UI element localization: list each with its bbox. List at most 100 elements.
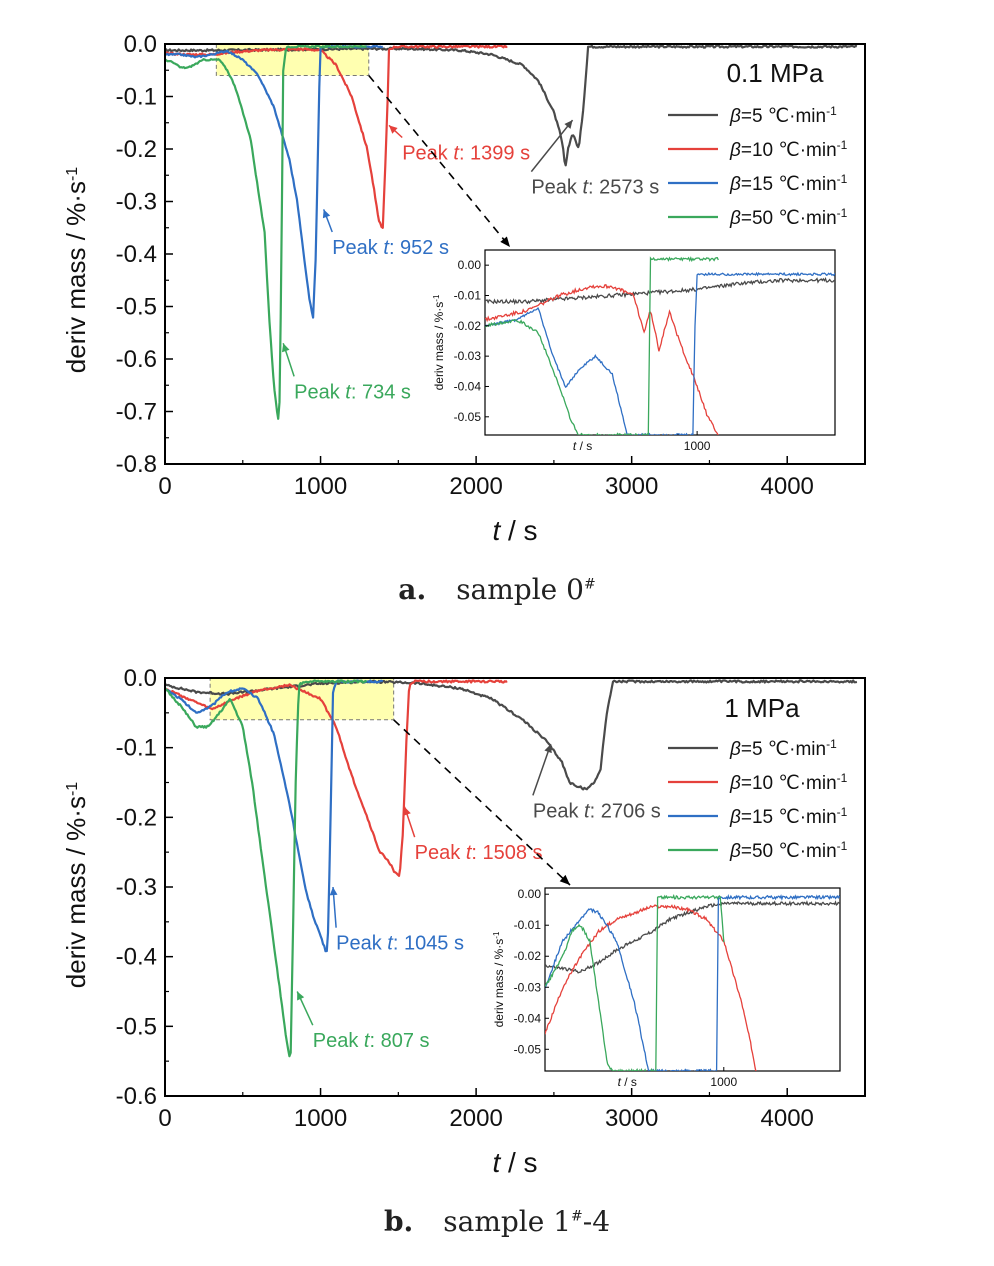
y-tick-label: -0.4: [116, 241, 157, 268]
x-tick-label: 2000: [449, 473, 502, 500]
series-line-beta15: [164, 44, 384, 319]
zoom-pointer-head: [500, 236, 510, 247]
legend-label-beta50: β=50 ℃·min-1: [729, 839, 848, 862]
x-tick-label: 0: [158, 1105, 171, 1132]
inset-x-tick-label: 1000: [684, 439, 711, 453]
inset-y-tick-label: -0.05: [514, 1042, 542, 1056]
inset-series-beta5: [545, 900, 840, 974]
legend-label-beta5: β=5 ℃·min-1: [729, 737, 837, 760]
legend-label-beta15: β=15 ℃·min-1: [729, 172, 848, 195]
inset-y-tick-label: -0.04: [454, 379, 482, 393]
caption-a: a. sample 0#: [0, 573, 994, 606]
inset-y-axis-label: deriv mass / %·s-1: [492, 931, 507, 1027]
inset-series-beta50: [485, 256, 719, 435]
x-axis-label: t / s: [492, 1147, 537, 1178]
annotation-arrow-head: [322, 209, 331, 219]
annotation-label: Peak t: 807 s: [313, 1030, 430, 1052]
zoom-pointer-line: [368, 74, 511, 248]
annotation-arrow-line: [530, 119, 574, 173]
inset-y-tick-label: -0.04: [514, 1011, 542, 1025]
legend-label-beta50: β=50 ℃·min-1: [729, 206, 848, 229]
series-line-beta10: [164, 44, 508, 229]
caption-a-sup: #: [583, 576, 596, 593]
series-line-beta15: [164, 679, 384, 953]
y-tick-label: -0.2: [116, 804, 157, 831]
x-tick-label: 0: [158, 473, 171, 500]
y-tick-label: -0.6: [116, 1083, 157, 1110]
caption-a-text: sample 0: [456, 573, 584, 606]
y-tick-label: -0.3: [116, 874, 157, 901]
inset-y-tick-label: -0.05: [454, 410, 482, 424]
inset-y-tick-label: -0.02: [454, 319, 482, 333]
y-axis-label: deriv mass / %·s-1: [61, 167, 91, 373]
caption-b: b. sample 1#-4: [0, 1205, 994, 1238]
inset-x-axis-label: t / s: [573, 439, 592, 453]
caption-b-letter: b.: [383, 1205, 414, 1238]
inset-x-axis-label: t / s: [618, 1075, 637, 1089]
legend-label-beta10: β=10 ℃·min-1: [729, 138, 848, 161]
annotation-arrow-head: [403, 806, 411, 816]
annotation-label: Peak t: 2573 s: [531, 177, 659, 199]
y-tick-label: -0.3: [116, 189, 157, 216]
annotation-arrow-head: [564, 120, 573, 129]
x-tick-label: 3000: [605, 473, 658, 500]
inset-y-tick-label: 0.00: [518, 887, 542, 901]
annotation-arrow-head: [282, 343, 290, 353]
chart-panel-a: 0 1000 2000 3000 4000 0.0 -0.1 -0.2 -0.3 -0.4 -0.5…: [61, 31, 866, 546]
annotation-label: Peak t: 1045 s: [336, 933, 464, 955]
y-tick-label: 0.0: [124, 665, 157, 692]
inset-chart: 0.00 -0.01 -0.02 -0.03 -0.04 -0.05 1000 t / s de…: [492, 887, 841, 1089]
inset-series-beta10: [545, 904, 757, 1071]
zoom-pointer-line: [393, 719, 571, 886]
y-tick-label: -0.6: [116, 346, 157, 373]
annotation-arrow-head: [329, 887, 338, 896]
annotation-label: Peak t: 952 s: [332, 237, 449, 259]
annotation-label: Peak t: 734 s: [294, 381, 411, 403]
annotation-label: Peak t: 1508 s: [415, 842, 543, 864]
chart-title: 1 MPa: [724, 693, 800, 723]
inset-series-beta10: [485, 284, 719, 435]
inset-frame: [484, 249, 836, 436]
inset-y-tick-label: -0.03: [454, 349, 482, 363]
legend-label-beta5: β=5 ℃·min-1: [729, 104, 837, 127]
y-tick-label: -0.4: [116, 944, 157, 971]
annotation-arrow-head: [389, 125, 398, 134]
annotation-label: Peak t: 1399 s: [402, 143, 530, 165]
y-tick-label: -0.8: [116, 451, 157, 478]
y-tick-label: -0.5: [116, 294, 157, 321]
annotation-label: Peak t: 2706 s: [533, 800, 661, 822]
y-tick-label: 0.0: [124, 31, 157, 58]
inset-y-axis-label: deriv mass / %·s-1: [432, 294, 447, 390]
caption-b-suffix: -4: [582, 1205, 611, 1238]
inset-x-tick-label: 1000: [710, 1075, 737, 1089]
annotation-arrow-head: [544, 744, 552, 754]
caption-a-letter: a.: [398, 573, 427, 606]
legend-label-beta15: β=15 ℃·min-1: [729, 805, 848, 828]
caption-b-sup: #: [571, 1208, 583, 1225]
y-tick-label: -0.2: [116, 136, 157, 163]
legend-label-beta10: β=10 ℃·min-1: [729, 771, 848, 794]
x-tick-label: 3000: [605, 1105, 658, 1132]
x-tick-label: 4000: [761, 473, 814, 500]
chart-panel-b: 0 1000 2000 3000 4000 0.0 -0.1 -0.2 -0.3 -0.4 -0.5…: [61, 665, 866, 1178]
annotation-arrow-line: [532, 743, 552, 796]
inset-y-tick-label: -0.02: [514, 949, 542, 963]
inset-y-tick-label: -0.01: [454, 288, 482, 302]
annotation-arrow-head: [297, 991, 305, 1001]
x-tick-label: 1000: [294, 1105, 347, 1132]
inset-y-tick-label: 0.00: [458, 258, 482, 272]
inset-series-beta15: [545, 894, 840, 1071]
x-axis-label: t / s: [492, 515, 537, 546]
x-tick-label: 4000: [761, 1105, 814, 1132]
inset-series-beta50: [545, 894, 725, 1071]
series-line-beta50: [164, 679, 368, 1058]
inset-chart: 0.00 -0.01 -0.02 -0.03 -0.04 -0.05 1000 t / s de…: [432, 249, 836, 453]
inset-series-beta15: [485, 271, 835, 435]
y-tick-label: -0.7: [116, 399, 157, 426]
y-tick-label: -0.1: [116, 84, 157, 111]
inset-frame: [544, 887, 841, 1072]
inset-y-tick-label: -0.01: [514, 918, 542, 932]
series-line-beta10: [164, 679, 508, 877]
